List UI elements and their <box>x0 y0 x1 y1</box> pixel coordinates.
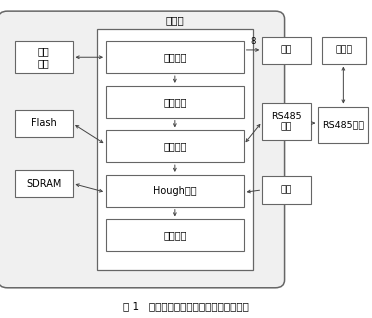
Text: 8: 8 <box>250 37 256 46</box>
Bar <box>106 41 244 73</box>
Bar <box>262 103 311 140</box>
Text: 图 1   指针式仪表数据智能采集系统结构图: 图 1 指针式仪表数据智能采集系统结构图 <box>123 302 249 312</box>
Bar <box>97 29 253 270</box>
Bar <box>106 130 244 162</box>
Text: 边缘检测: 边缘检测 <box>163 141 187 151</box>
Bar <box>15 170 73 197</box>
Text: 图像
采集: 图像 采集 <box>38 46 49 68</box>
Text: RS485
接口: RS485 接口 <box>271 112 302 132</box>
FancyBboxPatch shape <box>0 11 285 288</box>
Text: RS485总线: RS485总线 <box>322 120 364 129</box>
Text: SDRAM: SDRAM <box>26 179 61 189</box>
Text: Hough变换: Hough变换 <box>153 186 197 196</box>
Text: 图像采集: 图像采集 <box>163 52 187 62</box>
Bar <box>262 37 311 64</box>
Bar <box>15 110 73 137</box>
Text: Flash: Flash <box>31 118 57 128</box>
Text: 显示: 显示 <box>281 45 292 55</box>
Bar <box>106 86 244 118</box>
Text: 键盘: 键盘 <box>281 185 292 195</box>
Bar <box>262 176 311 204</box>
Bar <box>15 41 73 73</box>
Bar <box>106 219 244 251</box>
Bar <box>322 37 366 64</box>
Text: 处理器: 处理器 <box>166 16 184 26</box>
Text: 计算机: 计算机 <box>336 45 353 55</box>
Bar <box>106 175 244 207</box>
Text: 图像平滑: 图像平滑 <box>163 97 187 107</box>
Text: 计算读数: 计算读数 <box>163 230 187 240</box>
Bar <box>318 107 368 143</box>
